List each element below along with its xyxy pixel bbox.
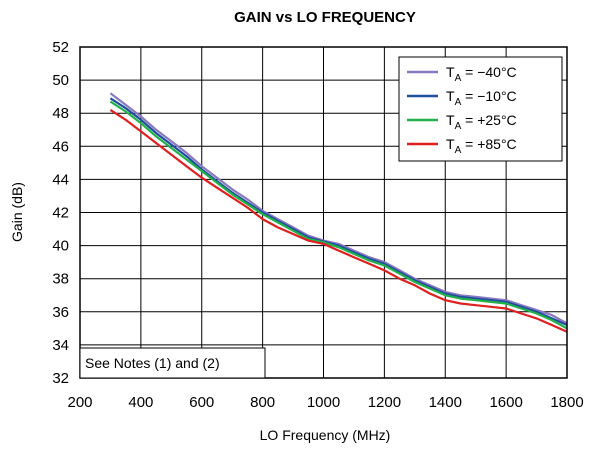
y-tick-label: 44 bbox=[52, 171, 69, 188]
notes-text: See Notes (1) and (2) bbox=[85, 355, 220, 371]
y-tick-label: 48 bbox=[52, 105, 69, 122]
plot-frame bbox=[79, 46, 568, 379]
series-line-2 bbox=[109, 97, 568, 327]
y-tick-label: 38 bbox=[52, 271, 69, 288]
x-tick-label: 1400 bbox=[429, 394, 462, 411]
series-lines bbox=[109, 92, 568, 333]
x-tick-labels: 200 400 600 800 1000 1200 1400 1600 1800 bbox=[67, 394, 583, 411]
x-tick-label: 600 bbox=[189, 394, 214, 411]
x-tick-label: 800 bbox=[250, 394, 275, 411]
x-tick-label: 1800 bbox=[550, 394, 583, 411]
y-tick-label: 50 bbox=[52, 72, 69, 89]
legend-label: TA = +85°C bbox=[446, 136, 517, 156]
y-axis-label: Gain (dB) bbox=[9, 182, 25, 242]
chart-title: GAIN vs LO FREQUENCY bbox=[234, 9, 416, 26]
grid-lines bbox=[79, 46, 568, 379]
x-axis-label: LO Frequency (MHz) bbox=[260, 427, 391, 443]
y-tick-label: 46 bbox=[52, 138, 69, 155]
legend: TA = −40°C TA = −10°C TA = +25°C TA = +85°C bbox=[398, 56, 563, 162]
y-tick-label: 40 bbox=[52, 238, 69, 255]
series-line-1 bbox=[109, 92, 568, 325]
x-tick-label: 1200 bbox=[368, 394, 401, 411]
x-tick-label: 400 bbox=[128, 394, 153, 411]
notes-box: See Notes (1) and (2) bbox=[79, 347, 266, 379]
series-line-4 bbox=[109, 108, 568, 333]
x-tick-label: 1000 bbox=[307, 394, 340, 411]
legend-label: TA = +25°C bbox=[446, 112, 517, 132]
y-tick-label: 42 bbox=[52, 205, 69, 222]
y-tick-label: 52 bbox=[52, 39, 69, 56]
legend-label: TA = −10°C bbox=[446, 88, 517, 108]
y-tick-labels: 32 34 36 38 40 42 44 46 48 50 52 bbox=[52, 39, 69, 387]
x-tick-label: 200 bbox=[67, 394, 92, 411]
y-tick-label: 32 bbox=[52, 370, 69, 387]
notes-box-frame bbox=[79, 347, 266, 379]
series-line-3 bbox=[109, 100, 568, 330]
y-tick-label: 36 bbox=[52, 304, 69, 321]
legend-label: TA = −40°C bbox=[446, 64, 517, 84]
y-tick-label: 34 bbox=[52, 337, 69, 354]
x-tick-label: 1600 bbox=[489, 394, 522, 411]
